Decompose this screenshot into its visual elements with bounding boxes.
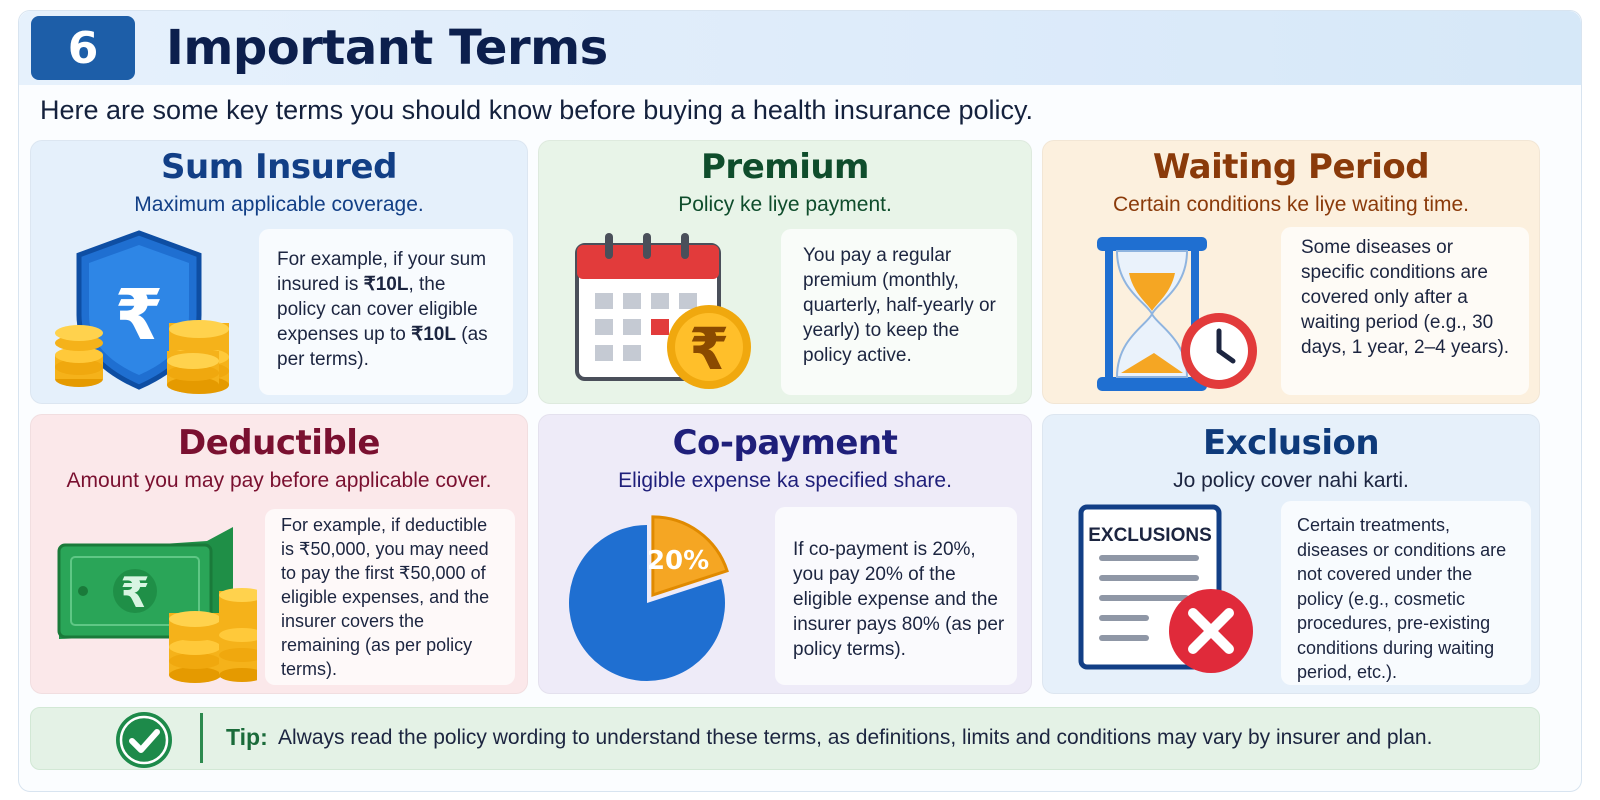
card-subtitle: Amount you may pay before applicable cov… <box>66 469 492 492</box>
card-deductible: Deductible Amount you may pay before app… <box>30 414 528 694</box>
card-exclusion: Exclusion Jo policy cover nahi karti. EX… <box>1042 414 1540 694</box>
card-description: Certain treatments, diseases or conditio… <box>1281 501 1531 685</box>
cash-coins-icon: ₹ <box>57 527 257 683</box>
tip-bar <box>30 707 1540 770</box>
svg-text:₹: ₹ <box>120 568 149 617</box>
card-title: Co-payment <box>672 423 898 463</box>
card-sum-insured: Sum Insured Maximum applicable coverage.… <box>30 140 528 404</box>
hourglass-clock-icon <box>1097 237 1257 391</box>
card-title: Premium <box>701 147 869 187</box>
page-title: Important Terms <box>166 20 608 76</box>
card-description: You pay a regular premium (monthly, quar… <box>781 229 1017 395</box>
tip-text: Always read the policy wording to unders… <box>278 726 1433 749</box>
card-title: Waiting Period <box>1152 147 1430 187</box>
svg-text:₹: ₹ <box>115 274 164 356</box>
pie-share-slice <box>651 515 729 597</box>
pie-chart-icon: 20% <box>569 515 729 681</box>
card-subtitle: Jo policy cover nahi karti. <box>1173 469 1409 492</box>
card-description: Some diseases or specific conditions are… <box>1281 227 1529 395</box>
tip-label: Tip: <box>226 724 268 750</box>
card-title: Deductible <box>178 423 380 463</box>
calendar-rupee-icon: ₹ <box>575 233 751 389</box>
card-premium: Premium Policy ke liye payment. ₹ You pa… <box>538 140 1032 404</box>
card-description: If co-payment is 20%, you pay 20% of the… <box>775 507 1017 685</box>
pie-share-label: 20% <box>647 546 709 576</box>
card-waiting-period: Waiting Period Certain conditions ke liy… <box>1042 140 1540 404</box>
card-title: Sum Insured <box>161 147 397 187</box>
pie-remaining-slice <box>569 525 725 681</box>
exclusions-document-icon: EXCLUSIONS <box>1078 504 1253 673</box>
section-number-badge: 6 <box>31 16 135 80</box>
card-subtitle: Certain conditions ke liye waiting time. <box>1113 193 1469 216</box>
card-subtitle: Policy ke liye payment. <box>678 193 892 216</box>
card-title: Exclusion <box>1202 423 1380 463</box>
card-description: For example, if deductible is ₹50,000, y… <box>265 509 515 685</box>
card-subtitle: Eligible expense ka specified share. <box>618 469 952 492</box>
page-subtitle: Here are some key terms you should know … <box>40 95 1034 125</box>
check-circle-icon <box>116 712 172 768</box>
header-band <box>19 11 1581 85</box>
card-description: For example, if your sum insured is ₹10L… <box>259 229 513 395</box>
svg-text:₹: ₹ <box>689 315 729 383</box>
card-subtitle: Maximum applicable coverage. <box>134 193 424 216</box>
document-label: EXCLUSIONS <box>1088 525 1212 546</box>
tip-divider <box>200 713 203 763</box>
card-co-payment: Co-payment Eligible expense ka specified… <box>538 414 1032 694</box>
shield-rupee-coins-icon: ₹ <box>55 230 229 394</box>
